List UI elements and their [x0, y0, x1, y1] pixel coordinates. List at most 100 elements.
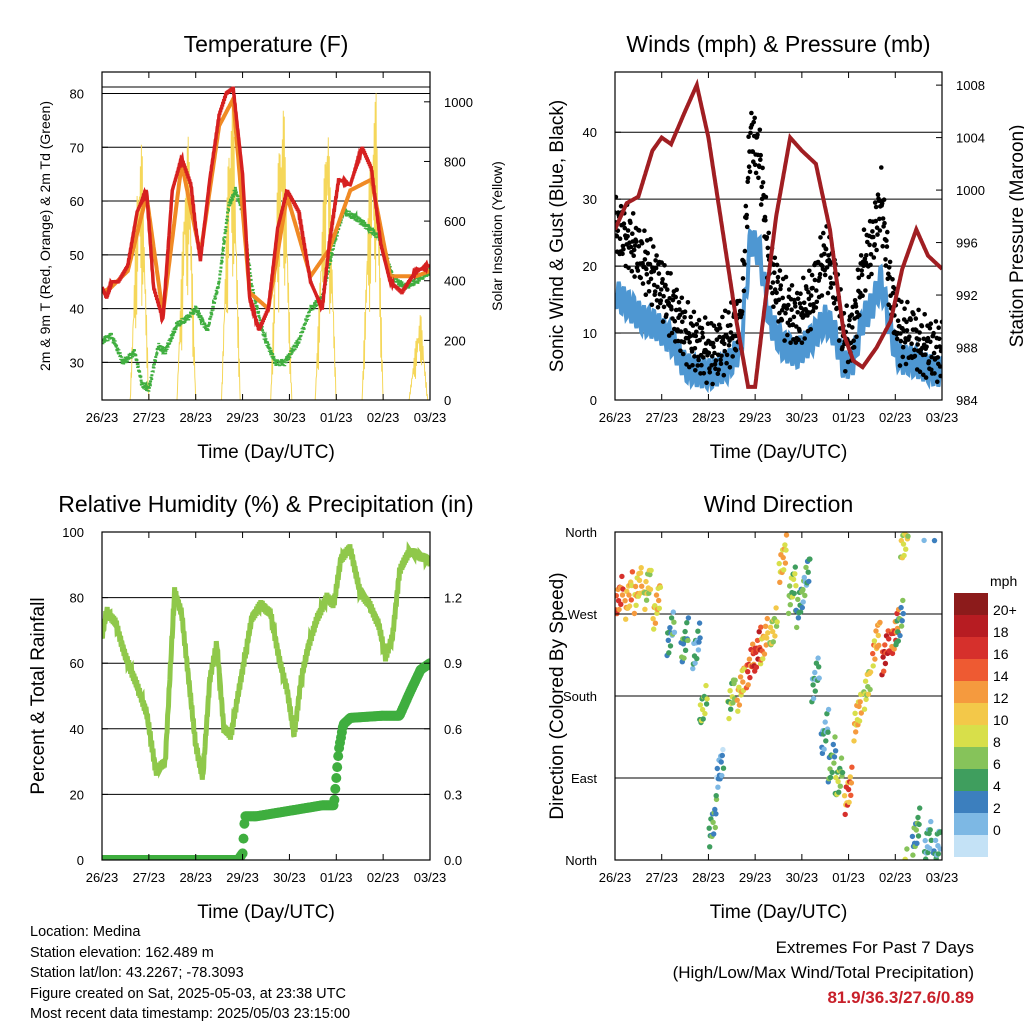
gust-point [744, 212, 749, 218]
direction-point [754, 637, 761, 644]
gust-point [831, 281, 836, 286]
gust-point [887, 259, 893, 265]
direction-point [643, 578, 649, 585]
x-tick-label: 26/23 [86, 410, 119, 425]
direction-point [900, 610, 906, 617]
gust-point [813, 305, 819, 310]
direction-point [821, 746, 827, 752]
gust-point [660, 277, 665, 282]
precip-point [332, 762, 343, 773]
precip-point [329, 794, 340, 805]
gust-point [851, 344, 857, 350]
direction-point [802, 592, 808, 599]
direction-point [901, 552, 907, 559]
gust-point [823, 246, 829, 252]
precip-point [237, 848, 248, 859]
gust-point [870, 229, 875, 234]
direction-point [711, 831, 717, 837]
extremes-values: 81.9/36.3/27.6/0.89 [827, 988, 974, 1007]
direction-point [758, 624, 764, 630]
y-tick-label-right: 0 [444, 393, 451, 408]
direction-point [847, 774, 853, 780]
gust-point [618, 203, 624, 209]
direction-point [626, 592, 632, 598]
gust-point [701, 355, 706, 360]
direction-point [922, 837, 928, 844]
direction-point [746, 656, 753, 662]
direction-point [819, 750, 826, 756]
gust-point [849, 312, 855, 318]
gust-point [644, 266, 649, 272]
direction-point [812, 669, 818, 676]
gust-point [668, 271, 673, 276]
gust-point [818, 235, 823, 240]
gust-point [757, 127, 763, 133]
legend-label: 14 [993, 668, 1009, 684]
gust-point [631, 247, 637, 253]
direction-point [832, 748, 839, 754]
gust-point [873, 204, 879, 210]
y-tick-label: 100 [62, 525, 84, 540]
plot-frame [614, 71, 943, 401]
gust-point [719, 353, 724, 359]
legend-label: 18 [993, 624, 1009, 640]
gust-point [874, 225, 880, 230]
direction-point [694, 655, 700, 662]
gust-point [909, 341, 914, 347]
gust-point [809, 272, 815, 278]
gust-point [700, 334, 706, 340]
direction-point [764, 635, 770, 641]
direction-point [872, 656, 878, 662]
gust-point [763, 218, 768, 223]
gust-point [644, 272, 650, 277]
gust-point [726, 310, 731, 315]
direction-point [935, 851, 942, 857]
gust-point [692, 354, 697, 359]
direction-point [670, 609, 676, 615]
y-tick-label: 0 [77, 853, 84, 868]
gust-point [707, 370, 713, 375]
gust-point [658, 298, 664, 303]
gust-point [728, 330, 734, 335]
y-axis-label-right: Solar Insolation (Yellow) [489, 161, 505, 311]
direction-point [713, 811, 719, 817]
direction-point [622, 598, 628, 604]
gust-point [651, 244, 656, 249]
gust-point [834, 305, 840, 311]
direction-point [870, 650, 876, 657]
gust-point [937, 364, 942, 369]
direction-point [822, 719, 828, 725]
direction-point [891, 646, 897, 652]
direction-point [680, 641, 687, 647]
direction-point [700, 716, 706, 722]
direction-point [871, 638, 878, 644]
direction-point [647, 571, 653, 578]
direction-point [712, 824, 718, 831]
direction-point [773, 605, 779, 611]
gust-point [747, 169, 753, 174]
gust-point [921, 336, 927, 342]
x-tick-label: 28/23 [692, 410, 725, 425]
direction-point [706, 825, 712, 831]
gust-point [742, 261, 747, 267]
gust-point [908, 317, 913, 323]
direction-point [842, 811, 848, 818]
gust-point [872, 200, 878, 205]
gust-point [861, 227, 867, 232]
gust-point [652, 289, 658, 294]
gust-point [743, 203, 749, 209]
y-axis-label: Sonic Wind & Gust (Blue, Black) [547, 100, 568, 372]
x-axis-label: Time (Day/UTC) [197, 902, 335, 923]
gust-point [669, 307, 674, 312]
gust-point [687, 340, 692, 345]
gust-point [676, 300, 682, 305]
x-tick-label: 29/23 [226, 870, 259, 885]
legend-swatch [954, 791, 988, 813]
x-axis-label: Time (Day/UTC) [710, 442, 848, 463]
gust-point [923, 375, 929, 380]
direction-point [750, 641, 756, 647]
gust-point [822, 251, 827, 257]
gust-point [936, 336, 942, 342]
gust-point [857, 312, 862, 318]
gust-point [653, 258, 658, 263]
